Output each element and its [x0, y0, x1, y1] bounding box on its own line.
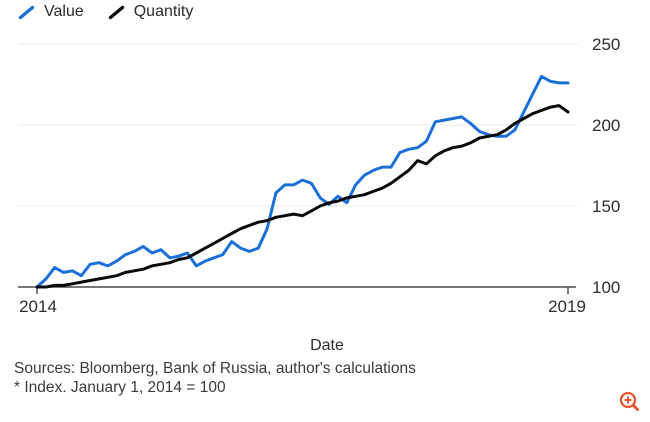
index-note: * Index. January 1, 2014 = 100	[14, 379, 226, 396]
y-label-100: 100	[592, 278, 620, 297]
chart-footer: Sources: Bloomberg, Bank of Russia, auth…	[14, 359, 416, 397]
value-series-line	[35, 74, 570, 289]
y-label-150: 150	[592, 197, 620, 216]
x-label-2019: 2019	[548, 297, 586, 316]
zoom-in-icon[interactable]	[614, 386, 644, 416]
legend-label-quantity: Quantity	[133, 3, 194, 20]
legend-label-value: Value	[44, 3, 84, 20]
x-axis-title: Date	[310, 337, 344, 354]
value-series-marker-icon	[18, 5, 35, 19]
quantity-series-line	[35, 104, 570, 289]
legend-item-value: Value	[18, 3, 84, 21]
legend: Value Quantity	[18, 3, 193, 21]
quantity-series-marker-icon	[108, 5, 124, 19]
x-label-2014: 2014	[19, 297, 57, 316]
y-label-200: 200	[592, 116, 620, 135]
legend-item-quantity: Quantity	[108, 3, 194, 21]
y-label-250: 250	[592, 35, 620, 54]
sources-text: Sources: Bloomberg, Bank of Russia, auth…	[14, 360, 416, 377]
